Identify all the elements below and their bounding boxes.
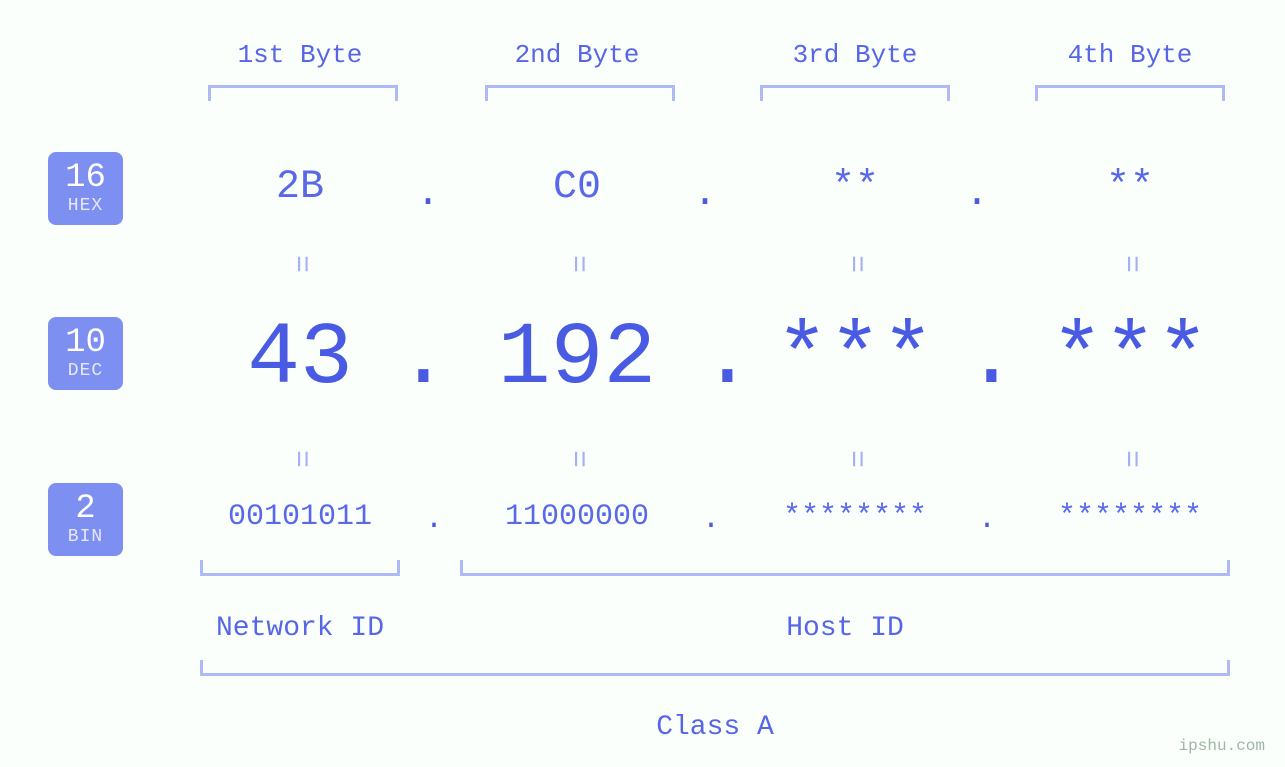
hex-sep-1: .	[416, 172, 440, 217]
byte-header-4: 4th Byte	[1030, 40, 1230, 70]
bin-byte-1: 00101011	[175, 500, 425, 534]
badge-dec-num: 10	[60, 325, 111, 362]
dec-byte-4: ***	[1010, 310, 1250, 409]
hex-byte-3: **	[755, 165, 955, 210]
byte-header-2: 2nd Byte	[477, 40, 677, 70]
eq-2-2: =	[562, 442, 592, 476]
dec-sep-3: .	[965, 310, 1018, 409]
eq-1-1: =	[285, 247, 315, 281]
badge-hex: 16 HEX	[48, 152, 123, 225]
byte-header-3: 3rd Byte	[755, 40, 955, 70]
bracket-network	[200, 560, 400, 576]
bracket-byte-4	[1035, 85, 1225, 101]
dec-byte-2: 192	[457, 310, 697, 409]
eq-2-4: =	[1115, 442, 1145, 476]
hex-byte-2: C0	[477, 165, 677, 210]
ip-diagram: 16 HEX 10 DEC 2 BIN 1st Byte 2nd Byte 3r…	[0, 0, 1285, 767]
badge-dec: 10 DEC	[48, 317, 123, 390]
label-class: Class A	[200, 712, 1230, 743]
dec-byte-3: ***	[735, 310, 975, 409]
eq-2-1: =	[285, 442, 315, 476]
eq-1-4: =	[1115, 247, 1145, 281]
badge-hex-abbr: HEX	[60, 197, 111, 217]
bracket-byte-2	[485, 85, 675, 101]
bracket-byte-1	[208, 85, 398, 101]
bin-byte-2: 11000000	[452, 500, 702, 534]
label-host-id: Host ID	[460, 613, 1230, 644]
bracket-class	[200, 660, 1230, 676]
hex-sep-2: .	[693, 172, 717, 217]
hex-byte-4: **	[1030, 165, 1230, 210]
bin-sep-2: .	[702, 503, 720, 537]
eq-2-3: =	[840, 442, 870, 476]
eq-1-3: =	[840, 247, 870, 281]
bin-byte-3: ********	[730, 500, 980, 534]
bracket-host	[460, 560, 1230, 576]
dec-byte-1: 43	[180, 310, 420, 409]
dec-sep-2: .	[701, 310, 754, 409]
badge-bin: 2 BIN	[48, 483, 123, 556]
badge-bin-num: 2	[60, 491, 111, 528]
hex-byte-1: 2B	[200, 165, 400, 210]
bin-sep-1: .	[425, 503, 443, 537]
bracket-byte-3	[760, 85, 950, 101]
bin-byte-4: ********	[1005, 500, 1255, 534]
bin-sep-3: .	[978, 503, 996, 537]
watermark: ipshu.com	[1179, 737, 1265, 755]
badge-bin-abbr: BIN	[60, 528, 111, 548]
hex-sep-3: .	[965, 172, 989, 217]
badge-hex-num: 16	[60, 160, 111, 197]
dec-sep-1: .	[397, 310, 450, 409]
byte-header-1: 1st Byte	[200, 40, 400, 70]
badge-dec-abbr: DEC	[60, 362, 111, 382]
label-network-id: Network ID	[200, 613, 400, 644]
eq-1-2: =	[562, 247, 592, 281]
